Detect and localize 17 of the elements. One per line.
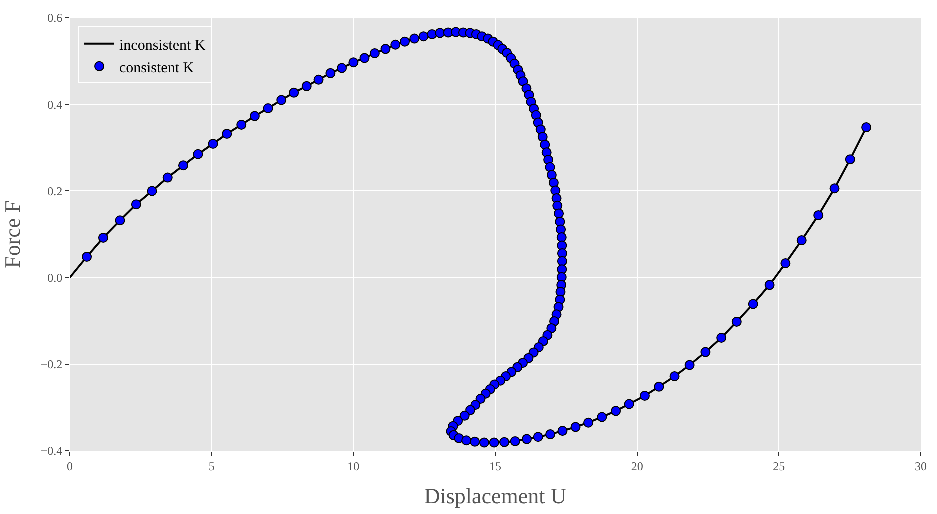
legend-label: inconsistent K [120, 38, 206, 54]
y-tick-label: 0.0 [48, 271, 63, 285]
y-tick-label: 0.2 [48, 184, 63, 198]
x-tick-label: 25 [773, 459, 786, 474]
x-tick-label: 10 [348, 459, 360, 474]
x-tick-label: 15 [490, 459, 502, 474]
y-axis-title: Force F [0, 200, 25, 268]
y-tick-label: 0.4 [48, 98, 63, 112]
y-tick-label: −0.2 [40, 358, 63, 372]
x-tick-label: 0 [67, 459, 73, 474]
y-tick-label: 0.6 [48, 11, 63, 26]
x-axis-title: Displacement U [424, 483, 567, 508]
x-tick-label: 5 [208, 459, 215, 474]
x-tick-label: 30 [915, 459, 927, 474]
legend-label: consistent K [120, 60, 194, 76]
x-tick-label: 20 [631, 459, 644, 474]
y-tick-label: −0.4 [40, 444, 63, 458]
